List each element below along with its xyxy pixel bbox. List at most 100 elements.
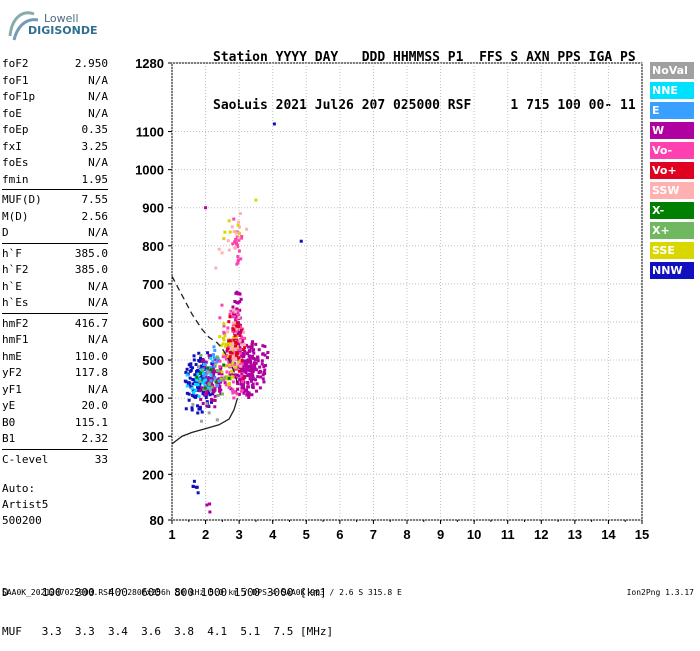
echo-point xyxy=(237,356,241,360)
echo-point xyxy=(241,348,245,352)
echo-point xyxy=(195,375,199,379)
echo-point xyxy=(247,393,251,397)
echo-point xyxy=(191,402,195,406)
echo-point xyxy=(236,329,240,333)
echo-point xyxy=(191,393,195,397)
echo-point xyxy=(229,309,233,313)
echo-point xyxy=(207,354,211,358)
echo-point xyxy=(220,392,224,396)
y-tick-label: 700 xyxy=(142,277,164,292)
echo-point xyxy=(218,386,222,390)
echo-point xyxy=(221,342,225,346)
echo-point xyxy=(242,354,246,358)
echo-point xyxy=(257,348,261,352)
echo-point xyxy=(200,410,204,414)
echo-point xyxy=(254,361,258,365)
echo-point xyxy=(236,292,240,296)
echo-point xyxy=(243,349,247,353)
echo-point xyxy=(196,491,200,495)
echo-point xyxy=(246,381,250,385)
echo-point xyxy=(240,362,244,366)
echo-point xyxy=(250,356,254,360)
echo-point xyxy=(231,365,235,369)
echo-point xyxy=(246,368,250,372)
echo-point xyxy=(216,383,220,387)
echo-point xyxy=(237,315,241,319)
echo-point xyxy=(227,219,231,223)
echo-point xyxy=(240,384,244,388)
echo-point xyxy=(240,358,244,362)
echo-point xyxy=(218,367,222,371)
echo-point xyxy=(248,349,252,353)
param-name: MUF(D) xyxy=(2,193,42,206)
echo-point xyxy=(202,374,206,378)
echo-point xyxy=(218,335,222,339)
param-name: B1 xyxy=(2,432,16,445)
echo-point xyxy=(242,352,246,356)
echo-point xyxy=(242,342,246,346)
echo-point xyxy=(214,380,218,384)
echo-point xyxy=(234,347,238,351)
echo-point xyxy=(199,397,203,401)
echo-point xyxy=(240,343,244,347)
echo-point xyxy=(191,484,195,488)
echo-point xyxy=(230,349,234,353)
echo-point xyxy=(227,376,231,380)
echo-point xyxy=(231,361,235,365)
x-tick-label: 7 xyxy=(370,527,377,542)
echo-point xyxy=(250,393,254,397)
echo-point xyxy=(245,393,249,397)
echo-point xyxy=(252,361,256,365)
echo-point xyxy=(196,372,200,376)
y-tick-label: 500 xyxy=(142,353,164,368)
echo-point xyxy=(243,344,247,348)
echo-point xyxy=(237,392,241,396)
echo-point xyxy=(205,391,209,395)
echo-point xyxy=(206,370,210,374)
echo-point xyxy=(194,363,198,367)
param-row: M(D) 2.56 xyxy=(2,209,108,226)
echo-point xyxy=(220,343,224,347)
param-value: 117.8 xyxy=(74,366,108,379)
param-value: 2.56 xyxy=(81,209,109,223)
echo-point xyxy=(222,338,226,342)
param-value: N/A xyxy=(88,90,108,103)
echo-point xyxy=(220,303,224,307)
param-name: hmE xyxy=(2,349,22,363)
echo-point xyxy=(220,378,224,382)
echo-point xyxy=(243,336,247,340)
param-name: foF1 xyxy=(2,73,29,87)
param-value: 110.0 xyxy=(74,349,108,363)
echo-point xyxy=(237,220,241,224)
echo-point xyxy=(230,347,234,351)
echo-point xyxy=(205,393,209,397)
echo-point xyxy=(191,388,195,392)
param-row: D N/A xyxy=(2,225,108,242)
echo-point xyxy=(212,353,216,357)
param-value: N/A xyxy=(88,382,108,396)
echo-point xyxy=(219,388,223,392)
echo-point xyxy=(228,363,232,367)
echo-point xyxy=(196,404,200,408)
echo-point xyxy=(233,324,237,328)
logo-text-lowell: Lowell xyxy=(44,12,79,25)
echo-point xyxy=(236,349,240,353)
param-row: h`F 385.0 xyxy=(2,246,108,263)
echo-point xyxy=(260,362,264,366)
param-value: 115.1 xyxy=(74,415,108,429)
param-row: foF2 2.950 xyxy=(2,56,108,73)
param-name: h`F2 xyxy=(2,263,29,276)
echo-point xyxy=(234,365,238,369)
echo-point xyxy=(250,345,254,349)
echo-point xyxy=(237,225,241,229)
param-row: B1 2.32 xyxy=(2,431,108,448)
echo-point xyxy=(250,341,254,345)
legend-item: E xyxy=(650,102,694,119)
echo-point xyxy=(229,344,233,348)
echo-point xyxy=(204,384,208,388)
param-value: 385.0 xyxy=(74,246,108,260)
echo-point xyxy=(197,351,201,355)
echo-point xyxy=(235,324,239,328)
x-tick-label: 6 xyxy=(336,527,343,542)
y-tick-label: 1100 xyxy=(136,125,164,140)
